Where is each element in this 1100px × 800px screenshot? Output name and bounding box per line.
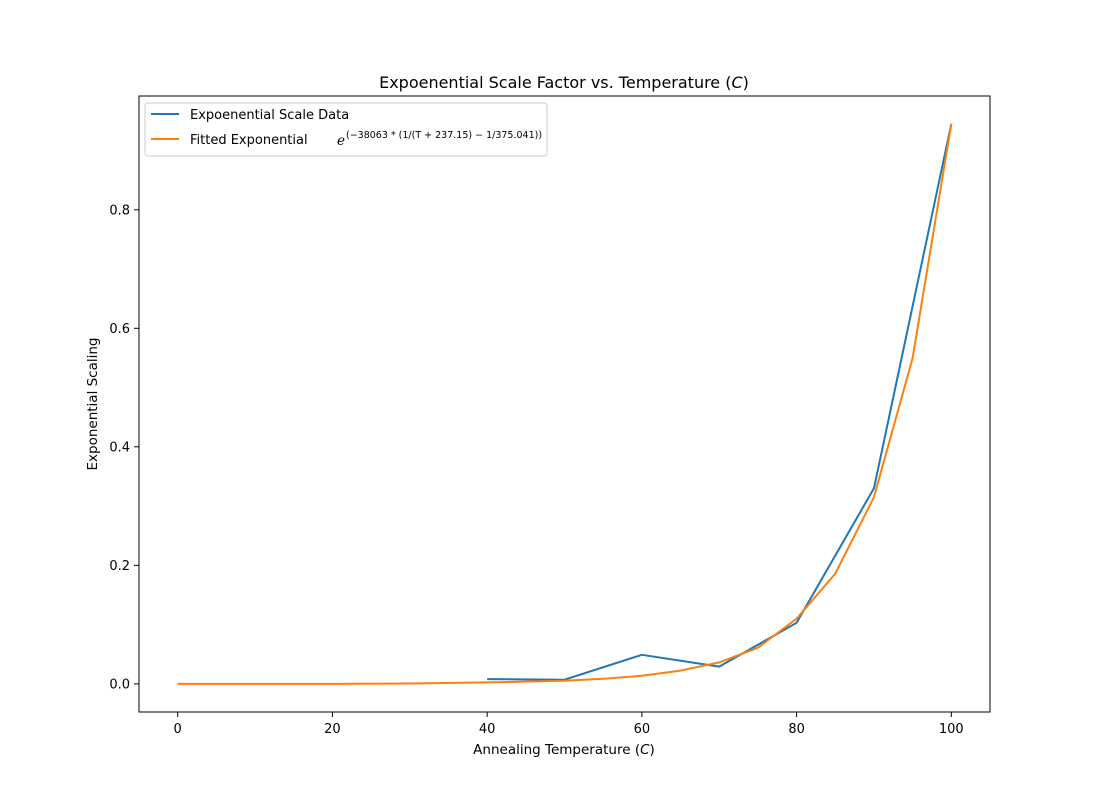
legend-label-data: Expoenential Scale Data [190, 108, 349, 123]
y-tick-label: 0.8 [109, 203, 130, 218]
x-tick-label: 80 [788, 722, 805, 737]
y-tick-label: 0.2 [109, 559, 130, 574]
x-axis-ticks: 0 20 40 60 80 100 [174, 712, 964, 737]
x-tick-label: 20 [324, 722, 341, 737]
y-tick-label: 0.0 [109, 677, 130, 692]
x-axis-title-close: ) [650, 742, 655, 758]
chart-title: Expoenential Scale Factor vs. Temperatur… [379, 73, 749, 92]
legend-label-fit: Fitted Exponential [190, 133, 308, 148]
y-tick-label: 0.4 [109, 440, 130, 455]
x-axis-title: Annealing Temperature (C) [473, 742, 655, 758]
x-axis-title-text: Annealing Temperature ( [473, 742, 640, 758]
x-tick-label: 0 [174, 722, 182, 737]
y-axis-ticks: 0.0 0.2 0.4 0.6 0.8 [109, 203, 139, 692]
chart-title-text: Expoenential Scale Factor vs. Temperatur… [379, 73, 731, 92]
y-tick-label: 0.6 [109, 322, 130, 337]
legend-formula-exponent: (−38063 * (1/(T + 237.15) − 1/375.041)) [346, 130, 542, 141]
series-layer [177, 123, 953, 685]
chart-title-close: ) [743, 73, 749, 92]
chart-title-var: C [731, 73, 743, 92]
x-tick-label: 40 [479, 722, 496, 737]
series-line-data [487, 123, 953, 681]
plot-area [139, 96, 990, 712]
series-line-fit [177, 123, 953, 685]
legend-formula-base: e [337, 133, 345, 149]
x-tick-label: 60 [634, 722, 651, 737]
legend: Expoenential Scale Data Fitted Exponenti… [144, 102, 548, 157]
plot-frame [138, 95, 991, 713]
x-axis-title-var: C [640, 742, 650, 758]
legend-box [144, 102, 548, 157]
y-axis-title: Exponential Scaling [85, 337, 101, 470]
x-tick-label: 100 [939, 722, 964, 737]
